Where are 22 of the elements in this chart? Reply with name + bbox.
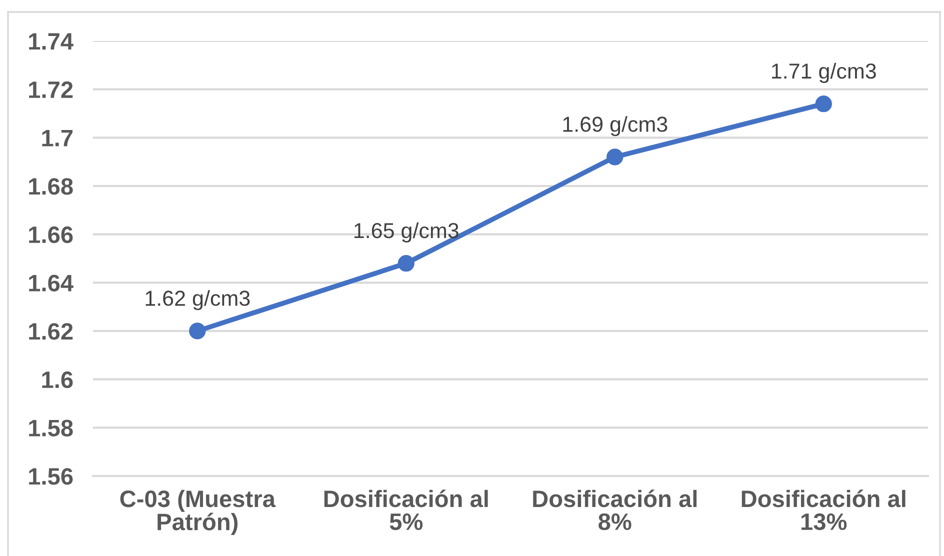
y-tick-label: 1.58	[29, 420, 73, 436]
data-label: 1.71 g/cm3	[772, 62, 876, 83]
data-label: 1.69 g/cm3	[563, 116, 668, 136]
x-tick-label: Dosificación al 13%	[742, 490, 906, 530]
point	[815, 96, 832, 112]
y-tick-label: 1.64	[29, 274, 74, 292]
x-tick-label: Dosificación al 8%	[533, 490, 697, 530]
point	[398, 255, 414, 272]
x-tick-label: Dosificación al 5%	[324, 490, 488, 530]
y-tick-label: 1.74	[29, 33, 74, 50]
y-tick-label: 1.6	[42, 371, 73, 388]
y-tick-label: 1.7	[42, 130, 73, 146]
x-tick-label: C-03 (Muestra Patrón)	[120, 490, 276, 535]
y-tick-label: 1.72	[29, 81, 73, 98]
y-tick-label: 1.68	[29, 178, 73, 195]
data-label: 1.62 g/cm3	[146, 290, 250, 310]
data-label: 1.65 g/cm3	[354, 222, 458, 242]
point	[606, 148, 624, 166]
y-tick-label: 1.56	[29, 468, 73, 485]
y-tick-label: 1.66	[29, 226, 73, 244]
point	[189, 322, 206, 340]
y-tick-label: 1.62	[29, 323, 73, 340]
